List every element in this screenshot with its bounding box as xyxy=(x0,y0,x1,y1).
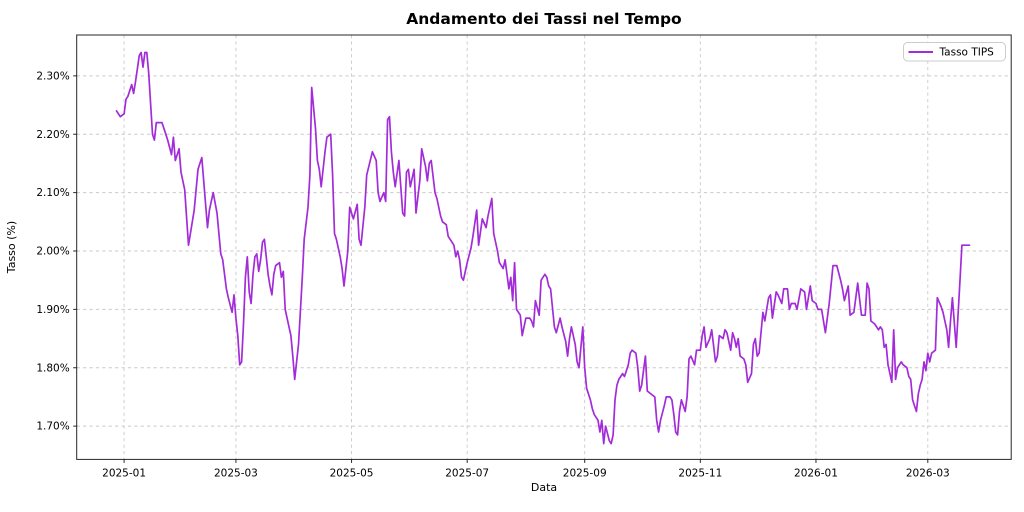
y-tick-label: 2.00% xyxy=(36,246,69,258)
x-tick-label: 2026-03 xyxy=(906,467,950,479)
plot-frame xyxy=(76,34,1012,460)
y-axis-label: Tasso (%) xyxy=(5,221,18,274)
x-tick-label: 2025-11 xyxy=(678,467,722,479)
x-tick-label: 2025-05 xyxy=(330,467,374,479)
y-tick-label: 2.10% xyxy=(36,187,69,199)
x-tick-label: 2025-03 xyxy=(214,467,258,479)
legend-box xyxy=(903,42,1006,62)
x-tick-label: 2025-09 xyxy=(563,467,607,479)
x-axis-label: Data xyxy=(531,481,557,494)
y-tick-label: 1.80% xyxy=(36,362,69,374)
x-tick-label: 2025-01 xyxy=(102,467,146,479)
y-tick-label: 2.20% xyxy=(36,129,69,141)
series-line-tasso-tips xyxy=(115,51,971,445)
chart-title: Andamento dei Tassi nel Tempo xyxy=(406,10,681,28)
gridlines xyxy=(76,35,1012,460)
legend: Tasso TIPS xyxy=(903,42,1006,62)
axis-ticks xyxy=(73,75,929,463)
x-tick-label: 2025-07 xyxy=(445,467,489,479)
x-tick-label: 2026-01 xyxy=(794,467,838,479)
y-tick-label: 1.90% xyxy=(36,304,69,316)
x-tick-labels: 2025-01 2025-03 2025-05 2025-07 2025-09 2025-… xyxy=(102,467,950,479)
legend-label: Tasso TIPS xyxy=(939,47,995,59)
y-tick-labels: 1.70% 1.80% 1.90% 2.00% 2.10% 2.20% 2.30% xyxy=(36,70,69,432)
y-tick-label: 1.70% xyxy=(36,421,69,433)
y-tick-label: 2.30% xyxy=(36,70,69,82)
